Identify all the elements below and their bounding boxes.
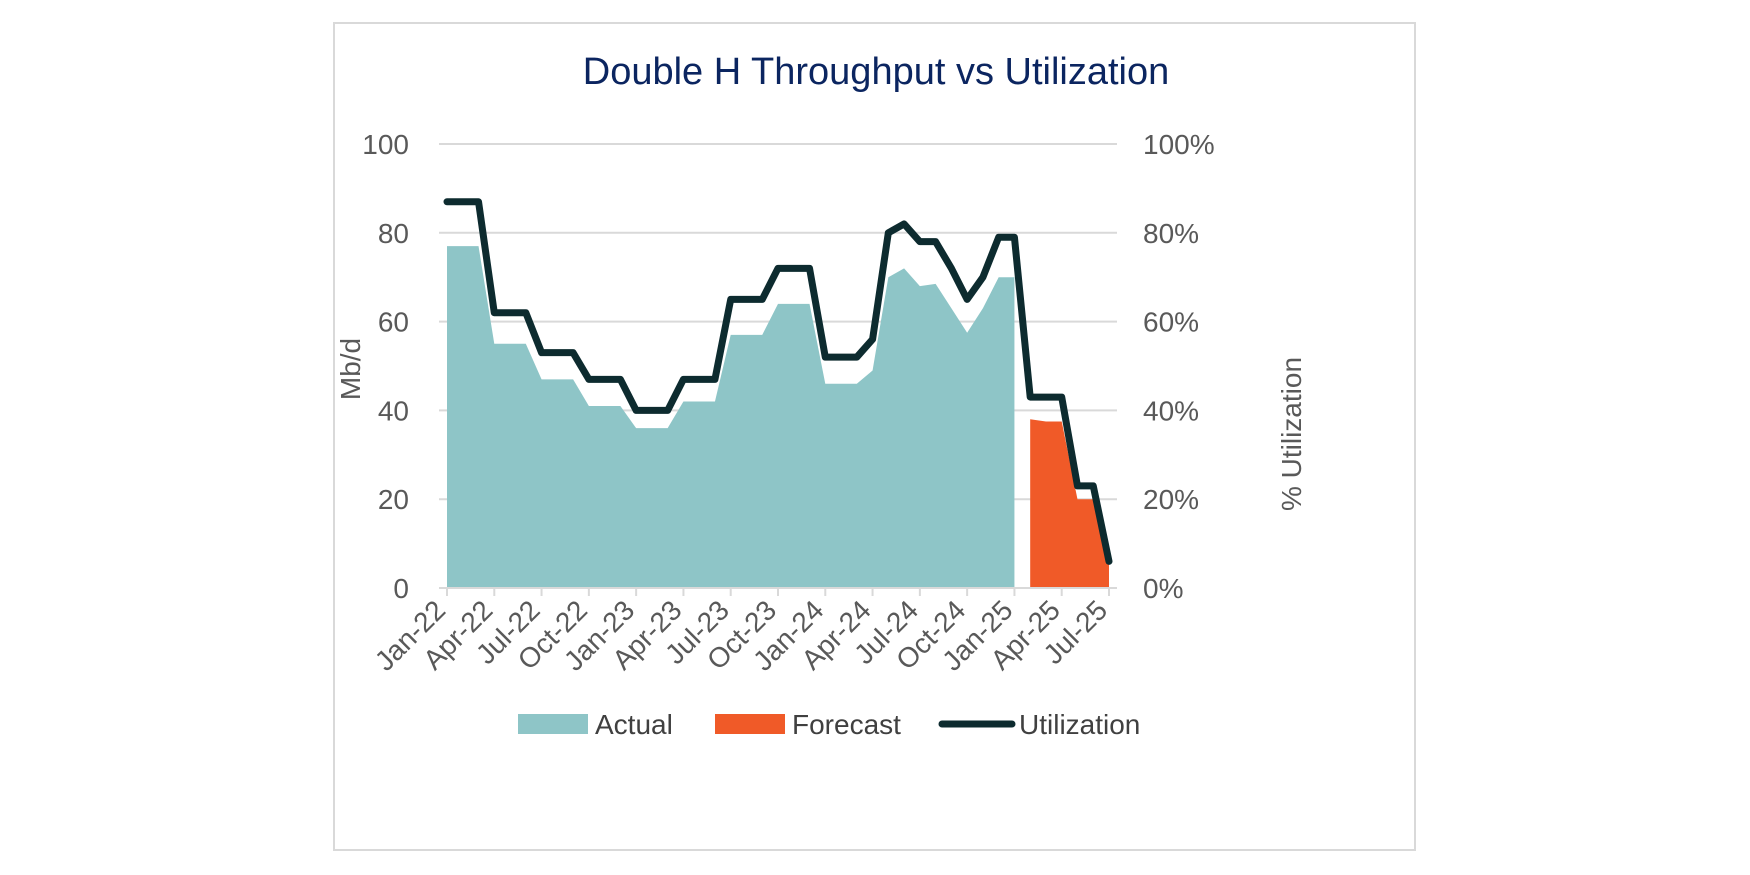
y-tick-label-left: 100 xyxy=(362,129,409,160)
chart-svg: Double H Throughput vs Utilization 0 20 40… xyxy=(335,51,1307,740)
legend-label-actual: Actual xyxy=(595,709,673,740)
y-tick-label-right: 100% xyxy=(1143,129,1215,160)
y-tick-label-left: 80 xyxy=(378,218,409,249)
area-forecast xyxy=(1030,419,1109,588)
y-tick-label-right: 20% xyxy=(1143,484,1199,515)
area-series xyxy=(447,246,1109,588)
legend-label-forecast: Forecast xyxy=(792,709,901,740)
y-tick-label-left: 40 xyxy=(378,395,409,426)
axes xyxy=(439,587,1117,596)
legend-swatch-forecast xyxy=(715,714,785,734)
line-utilization xyxy=(443,198,1113,565)
legend-label-utilization: Utilization xyxy=(1019,709,1140,740)
y-tick-label-left: 20 xyxy=(378,484,409,515)
legend: Actual Forecast Utilization xyxy=(518,709,1140,740)
chart-title: Double H Throughput vs Utilization xyxy=(583,51,1170,93)
y-tick-label-left: 0 xyxy=(393,573,409,604)
y-tick-label-right: 60% xyxy=(1143,307,1199,338)
line-series xyxy=(443,198,1113,565)
y-tick-label-right: 0% xyxy=(1143,573,1183,604)
y-tick-label-right: 40% xyxy=(1143,395,1199,426)
y-tick-label-right: 80% xyxy=(1143,218,1199,249)
y-axis-title-right: % Utilization xyxy=(1276,357,1307,511)
area-actual xyxy=(447,246,1015,588)
chart-frame: Double H Throughput vs Utilization 0 20 40… xyxy=(333,22,1416,851)
y-tick-label-left: 60 xyxy=(378,307,409,338)
legend-swatch-actual xyxy=(518,714,588,734)
y-axis-title-left: Mb/d xyxy=(335,338,366,400)
